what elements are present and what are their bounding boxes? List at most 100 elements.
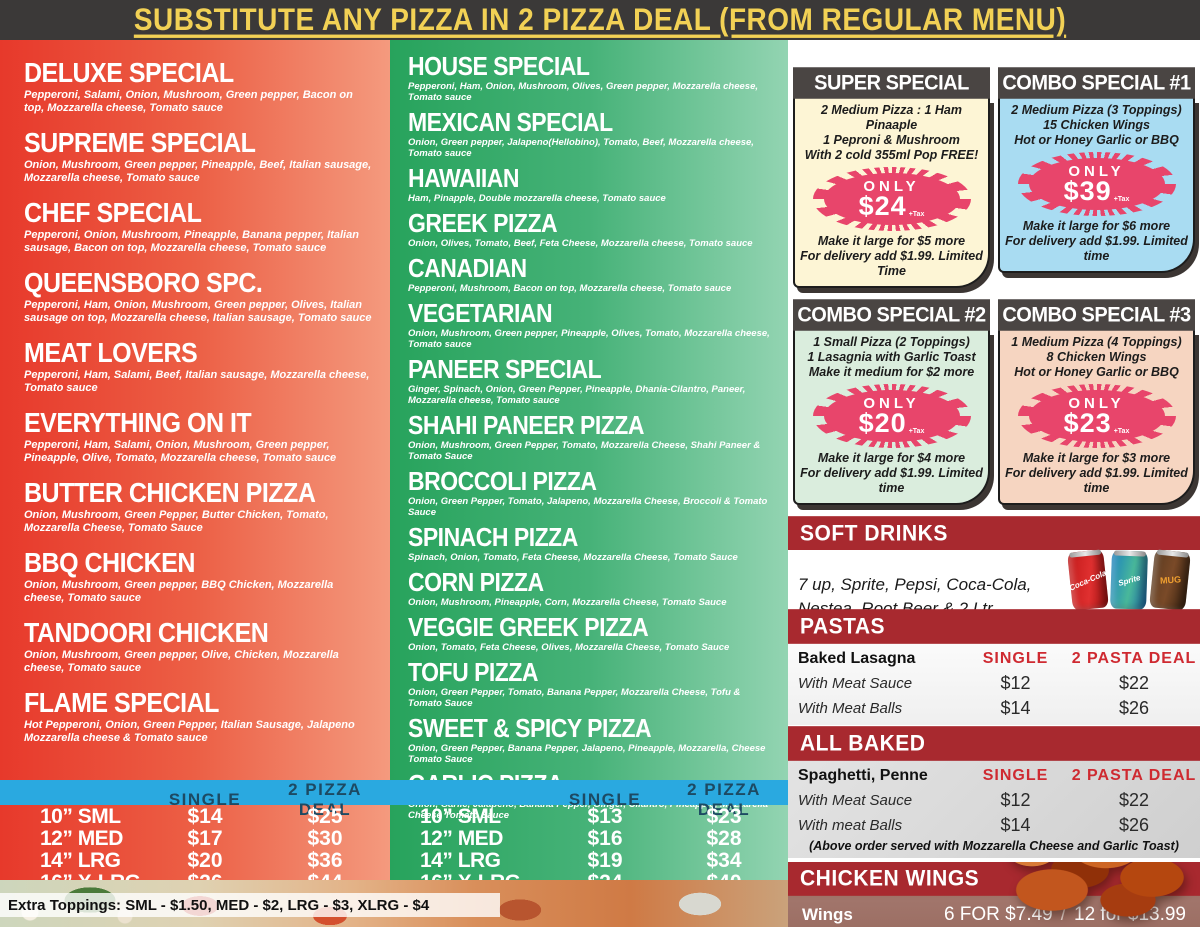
- single-price: $19: [587, 849, 623, 872]
- extra-toppings-bar: Extra Toppings: SML - $1.50, MED - $2, L…: [0, 893, 500, 917]
- right-column: SUPER SPECIAL 2 Medium Pizza : 1 Ham Pin…: [788, 40, 1200, 927]
- price-row: $24 +Tax: [859, 193, 925, 220]
- menu-item-desc: Onion, Mushroom, Green pepper, Pineapple…: [408, 328, 770, 350]
- only-label: ONLY: [863, 395, 920, 412]
- combo-special-3-card: COMBO SPECIAL #3 1 Medium Pizza (4 Toppi…: [998, 299, 1195, 505]
- pasta-item-label: Baked Lasagna: [798, 650, 916, 667]
- deal-price: $36: [307, 849, 343, 872]
- banner-text: SUBSTITUTE ANY PIZZA IN 2 PIZZA DEAL (FR…: [133, 2, 1067, 37]
- tax-label: +Tax: [908, 211, 925, 218]
- special-footnote: Make it large for $3 more: [1022, 451, 1171, 465]
- pizza-size: 12” MED: [420, 827, 503, 850]
- menu-item-name: TOFU PIZZA: [408, 657, 539, 687]
- pasta-row: With Meat Sauce $12 $22: [788, 671, 1200, 696]
- red-pizza-list: DELUXE SPECIAL Pepperoni, Salami, Onion,…: [0, 40, 390, 745]
- menu-item-desc: Pepperoni, Ham, Onion, Mushroom, Green p…: [24, 299, 372, 324]
- pastas-table-header: Baked Lasagna SINGLE 2 PASTA DEAL: [788, 646, 1200, 671]
- green-price-table: SINGLE 2 PIZZA DEAL 10” SML $13 $23 12” …: [390, 780, 788, 894]
- red-price-table: SINGLE 2 PIZZA DEAL 10” SML $14 $25 12” …: [0, 780, 390, 894]
- starburst-text: ONLY $24 +Tax: [813, 167, 971, 231]
- menu-item-name: SUPREME SPECIAL: [24, 127, 256, 159]
- deal-price: $25: [307, 805, 343, 828]
- menu-item: EVERYTHING ON IT Pepperoni, Ham, Salami,…: [24, 408, 376, 465]
- special-price: $39: [1063, 176, 1112, 206]
- all-baked-table-header: Spaghetti, Penne SINGLE 2 PASTA DEAL: [788, 763, 1200, 788]
- price-row: 12” MED $17 $30: [0, 827, 390, 850]
- sprite-can-icon: Sprite: [1109, 550, 1149, 610]
- special-footnote: For delivery add $1.99. Limited Time: [800, 249, 983, 278]
- green-pizza-list: HOUSE SPECIAL Pepperoni, Ham, Onion, Mus…: [390, 40, 788, 821]
- menu-item-name: PANEER SPECIAL: [408, 354, 602, 384]
- special-body: 1 Small Pizza (2 Toppings) 1 Lasagnia wi…: [793, 330, 990, 505]
- special-line: 2 Medium Pizza (3 Toppings): [1011, 103, 1182, 117]
- menu-item: VEGETARIAN Onion, Mushroom, Green pepper…: [408, 298, 776, 350]
- soft-drinks-header: SOFT DRINKS: [788, 516, 1200, 551]
- menu-item-name: VEGETARIAN: [408, 298, 553, 328]
- menu-item-name: QUEENSBORO SPC.: [24, 267, 263, 299]
- menu-item: MEAT LOVERS Pepperoni, Ham, Salami, Beef…: [24, 337, 376, 395]
- menu-item: TANDOORI CHICKEN Onion, Mushroom, Green …: [24, 618, 376, 675]
- single-price: $17: [187, 827, 223, 850]
- pastas-rows: With Meat Sauce $12 $22 With Meat Balls …: [788, 671, 1200, 721]
- combo-special-1-card: COMBO SPECIAL #1 2 Medium Pizza (3 Toppi…: [998, 67, 1195, 288]
- single-price: $12: [1000, 790, 1031, 810]
- single-price: $16: [587, 827, 623, 850]
- special-body: 2 Medium Pizza : 1 Ham Pinaaple 1 Pepron…: [793, 98, 990, 288]
- menu-item: FLAME SPECIAL Hot Pepperoni, Onion, Gree…: [24, 688, 376, 745]
- special-line: 2 Medium Pizza : 1 Ham Pinaaple: [820, 103, 962, 132]
- special-footnote: Make it large for $6 more: [1022, 219, 1171, 233]
- baked-item-label: Spaghetti, Penne: [798, 767, 928, 784]
- menu-item-desc: Onion, Green Pepper, Tomato, Jalapeno, M…: [408, 496, 768, 518]
- price-row: 12” MED $16 $28: [390, 827, 788, 850]
- pasta-variant: With Meat Sauce: [798, 675, 913, 692]
- starburst-oval-icon: [1028, 390, 1165, 442]
- baked-variant: With Meat Sauce: [798, 792, 913, 809]
- pizza-size: 10” SML: [40, 805, 121, 828]
- special-line: With 2 cold 355ml Pop FREE!: [804, 148, 979, 162]
- food-photo-strip: Extra Toppings: SML - $1.50, MED - $2, L…: [0, 880, 788, 927]
- menu-item-name: CHEF SPECIAL: [24, 197, 202, 229]
- special-body: 2 Medium Pizza (3 Toppings) 15 Chicken W…: [998, 98, 1195, 273]
- tax-label: +Tax: [1113, 196, 1130, 203]
- super-special-card: SUPER SPECIAL 2 Medium Pizza : 1 Ham Pin…: [793, 67, 990, 288]
- starburst-text: ONLY $39 +Tax: [1018, 152, 1176, 216]
- deal-price: $23: [706, 805, 742, 828]
- menu-item: HAWAIIAN Ham, Pinapple, Double mozzarell…: [408, 164, 776, 204]
- menu-item-desc: Onion, Green Pepper, Tomato, Banana Pepp…: [408, 687, 741, 709]
- menu-item-name: MEAT LOVERS: [24, 337, 198, 369]
- menu-item: QUEENSBORO SPC. Pepperoni, Ham, Onion, M…: [24, 267, 376, 325]
- menu-item: SPINACH PIZZA Spinach, Onion, Tomato, Fe…: [408, 523, 776, 563]
- all-baked-section: ALL BAKED Spaghetti, Penne SINGLE 2 PAST…: [788, 726, 1200, 858]
- price-row: 14” LRG $20 $36: [0, 849, 390, 872]
- menu-item: HOUSE SPECIAL Pepperoni, Ham, Onion, Mus…: [408, 52, 776, 103]
- single-price: $14: [1000, 815, 1031, 835]
- menu-item-desc: Onion, Tomato, Feta Cheese, Olives, Mozz…: [408, 642, 730, 653]
- pasta-row: With Meat Balls $14 $26: [788, 696, 1200, 721]
- deal-price: $26: [1118, 815, 1150, 835]
- menu-item-desc: Pepperoni, Ham, Salami, Beef, Italian sa…: [24, 369, 370, 394]
- special-line: 15 Chicken Wings: [1043, 118, 1150, 132]
- single-price: $12: [1000, 673, 1031, 693]
- menu-item: SWEET & SPICY PIZZA Onion, Green Pepper,…: [408, 714, 776, 765]
- menu-item: SHAHI PANEER PIZZA Onion, Mushroom, Gree…: [408, 411, 776, 462]
- green-pizza-column: HOUSE SPECIAL Pepperoni, Ham, Onion, Mus…: [390, 40, 788, 927]
- coca-cola-can-icon: Coca-Cola: [1067, 549, 1109, 611]
- price-row: $23 +Tax: [1064, 410, 1130, 437]
- red-price-table-header: SINGLE 2 PIZZA DEAL: [0, 780, 390, 819]
- all-baked-table: Spaghetti, Penne SINGLE 2 PASTA DEAL Wit…: [788, 760, 1200, 858]
- special-footnote: Make it large for $4 more: [817, 451, 966, 465]
- price-row: $20 +Tax: [859, 410, 925, 437]
- deal-price: $28: [706, 827, 742, 850]
- deal-price: $22: [1118, 673, 1150, 693]
- menu-item-name: BBQ CHICKEN: [24, 547, 195, 579]
- green-price-table-header: SINGLE 2 PIZZA DEAL: [390, 780, 788, 819]
- menu-item-desc: Onion, Green pepper, Jalapeno(Hellobino)…: [408, 137, 754, 159]
- soft-drinks-body: 7 up, Sprite, Pepsi, Coca-Cola, Nestea, …: [788, 549, 1200, 642]
- price-starburst: ONLY $24 +Tax: [812, 167, 971, 231]
- menu-item-desc: Ginger, Spinach, Onion, Green Pepper, Pi…: [408, 384, 746, 406]
- chicken-wings-section: CHICKEN WINGS Wings 6 FOR $7.49 / 12 for…: [788, 862, 1200, 927]
- special-line: Hot or Honey Garlic or BBQ: [1014, 365, 1179, 379]
- pizza-size: 12” MED: [40, 827, 123, 850]
- deal-column-header: 2 PIZZA DEAL: [288, 780, 362, 819]
- pasta-variant: With Meat Balls: [798, 700, 903, 717]
